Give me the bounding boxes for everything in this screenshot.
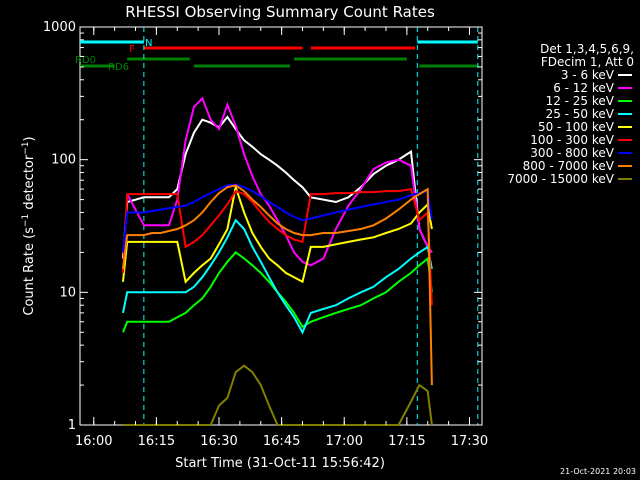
x-tick-label: 16:00	[75, 434, 112, 449]
series-line	[122, 251, 433, 333]
series-line	[122, 187, 433, 306]
legend-entry-label: 300 - 800 keV	[530, 146, 614, 160]
data-series	[122, 96, 433, 426]
x-axis-label: Start Time (31-Oct-11 15:56:42)	[175, 456, 385, 471]
chart-title: RHESSI Observing Summary Count Rates	[125, 3, 435, 21]
series-line	[126, 96, 433, 267]
series-line	[122, 115, 433, 259]
flag-label: RD6	[108, 62, 129, 73]
legend-entry-label: 12 - 25 keV	[546, 94, 615, 108]
x-tick-label: 16:45	[263, 434, 300, 449]
x-tick-label: 16:30	[200, 434, 237, 449]
series-line	[123, 364, 433, 426]
y-axis-ticks: 1 10 100 1000	[43, 20, 482, 433]
y-tick-label: 1	[68, 418, 76, 433]
x-tick-label: 17:00	[326, 434, 363, 449]
y-tick-label: 100	[51, 153, 76, 168]
y-tick-label: 10	[59, 285, 76, 300]
series-line	[122, 183, 433, 253]
legend-entry-label: 100 - 300 keV	[530, 133, 614, 147]
legend-entry-label: 25 - 50 keV	[546, 107, 615, 121]
legend-entry-label: 50 - 100 keV	[538, 120, 615, 134]
x-axis-ticks: 16:00 16:15 16:30 16:45 17:00 17:15 17:30	[75, 27, 488, 449]
legend-entry-label: 3 - 6 keV	[561, 68, 615, 82]
footer-date: 21-Oct-2021 20:03	[560, 467, 636, 476]
legend-entry-label: 7000 - 15000 keV	[507, 172, 614, 186]
flag-label: F	[129, 44, 135, 55]
legend-entry-label: 800 - 7000 keV	[523, 159, 615, 173]
y-axis-label: Count Rate (s−1 detector−1)	[21, 136, 37, 315]
legend: Det 1,3,4,5,6,9, FDecim 1, Att 0 3 - 6 k…	[507, 42, 634, 186]
series-line	[122, 183, 433, 284]
flag-label: RD0	[75, 55, 96, 66]
x-tick-label: 16:15	[138, 434, 175, 449]
x-tick-label: 17:15	[388, 434, 425, 449]
y-tick-label: 1000	[43, 20, 76, 35]
series-line	[122, 184, 433, 386]
observing-flags: NF RD0 RD6	[75, 38, 478, 73]
legend-header-line: FDecim 1, Att 0	[541, 55, 634, 69]
flag-label: N	[145, 38, 152, 49]
series-line	[122, 218, 433, 335]
legend-entry-label: 6 - 12 keV	[553, 81, 615, 95]
x-tick-label: 17:30	[451, 434, 488, 449]
legend-header-line: Det 1,3,4,5,6,9,	[540, 42, 634, 56]
